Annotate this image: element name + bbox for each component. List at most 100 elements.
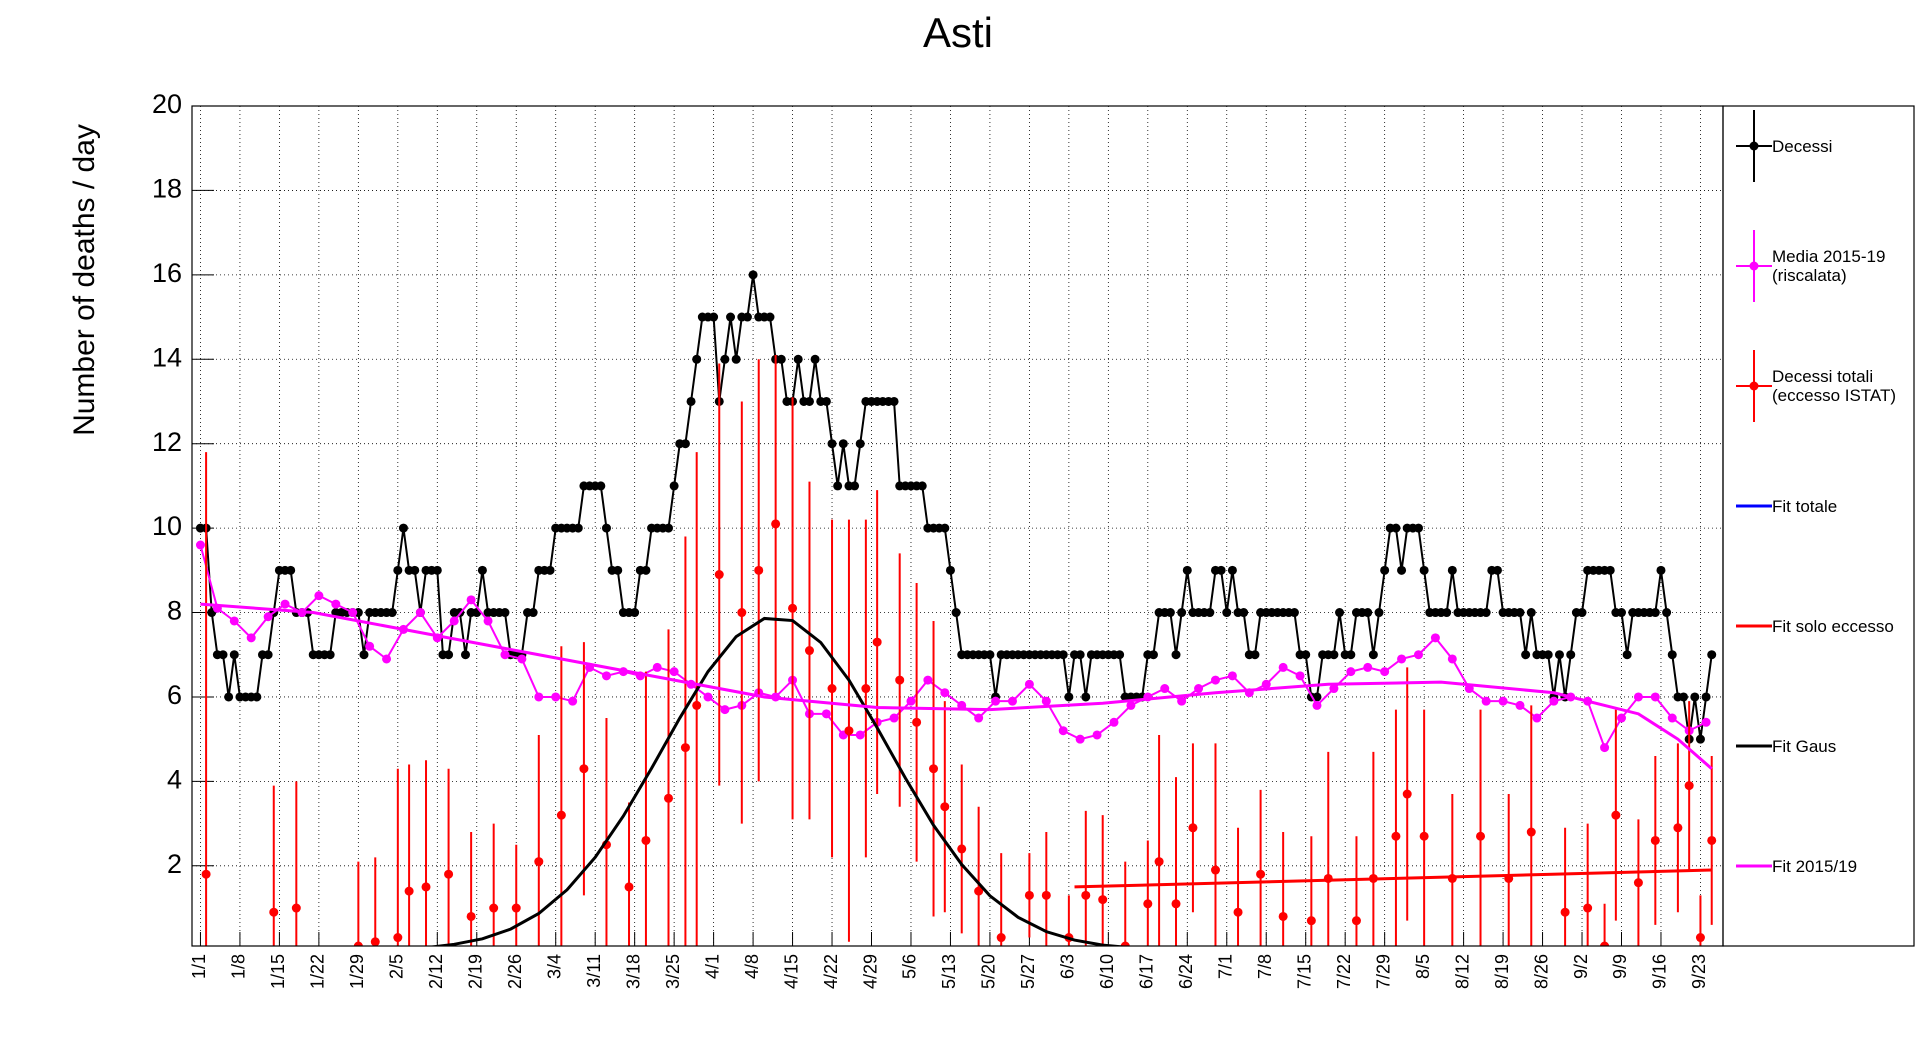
data-point bbox=[1402, 789, 1412, 799]
data-point bbox=[1583, 903, 1593, 913]
x-tick-label: 7/29 bbox=[1373, 954, 1393, 989]
data-point bbox=[1024, 679, 1034, 689]
data-point bbox=[1109, 717, 1119, 727]
data-point bbox=[1476, 831, 1486, 841]
data-point bbox=[1278, 662, 1288, 672]
y-tick-label: 20 bbox=[152, 89, 182, 119]
legend-marker bbox=[1749, 141, 1759, 151]
data-point bbox=[410, 565, 420, 575]
data-point bbox=[827, 684, 837, 694]
data-point bbox=[957, 844, 967, 854]
data-point bbox=[1695, 734, 1705, 744]
x-tick-label: 5/27 bbox=[1018, 954, 1038, 989]
legend-label: Media 2015-19 (riscalata) bbox=[1772, 247, 1886, 285]
data-point bbox=[1075, 650, 1085, 660]
plot-area bbox=[195, 270, 1717, 946]
data-point bbox=[951, 608, 961, 618]
x-tick-label: 9/23 bbox=[1689, 954, 1709, 989]
data-point bbox=[641, 565, 651, 575]
data-point bbox=[1120, 941, 1130, 946]
x-tick-label: 8/19 bbox=[1492, 954, 1512, 989]
data-point bbox=[1160, 684, 1170, 694]
data-point bbox=[398, 523, 408, 533]
data-point bbox=[663, 523, 673, 533]
data-point bbox=[1447, 565, 1457, 575]
data-point bbox=[556, 810, 566, 820]
data-point bbox=[1154, 857, 1164, 867]
data-point bbox=[1126, 700, 1136, 710]
data-point bbox=[1492, 565, 1502, 575]
series-line bbox=[200, 274, 1713, 740]
data-point bbox=[1656, 565, 1666, 575]
data-point bbox=[415, 608, 425, 618]
legend-label: Fit totale bbox=[1772, 496, 1838, 516]
y-tick-label: 10 bbox=[152, 511, 182, 541]
data-point bbox=[269, 907, 279, 917]
data-point bbox=[551, 692, 561, 702]
data-point bbox=[1521, 650, 1531, 660]
data-point bbox=[917, 481, 927, 491]
data-point bbox=[1413, 523, 1423, 533]
data-point bbox=[630, 608, 640, 618]
data-point bbox=[1306, 916, 1316, 926]
data-point bbox=[1650, 835, 1660, 845]
data-point bbox=[291, 903, 301, 913]
y-tick-label: 18 bbox=[152, 174, 182, 204]
legend-marker bbox=[1749, 261, 1759, 271]
data-point bbox=[1075, 734, 1085, 744]
data-point bbox=[1374, 608, 1384, 618]
data-point bbox=[652, 662, 662, 672]
x-tick-label: 1/8 bbox=[229, 954, 249, 979]
data-point bbox=[895, 675, 905, 685]
data-point bbox=[1481, 696, 1491, 706]
x-tick-label: 8/5 bbox=[1413, 954, 1433, 979]
data-point bbox=[404, 886, 414, 896]
y-tick-label: 6 bbox=[167, 680, 182, 710]
data-point bbox=[460, 650, 470, 660]
x-tick-label: 4/8 bbox=[742, 954, 762, 979]
data-point bbox=[1171, 899, 1181, 909]
data-point bbox=[1024, 890, 1034, 900]
legend-marker bbox=[1749, 381, 1759, 391]
data-point bbox=[686, 396, 696, 406]
data-point bbox=[1380, 667, 1390, 677]
data-point bbox=[229, 616, 239, 626]
data-point bbox=[444, 650, 454, 660]
data-point bbox=[985, 650, 995, 660]
data-point bbox=[573, 523, 583, 533]
data-point bbox=[601, 671, 611, 681]
x-tick-label: 8/12 bbox=[1452, 954, 1472, 989]
data-point bbox=[1188, 823, 1198, 833]
data-point bbox=[1363, 608, 1373, 618]
data-point bbox=[534, 857, 544, 867]
data-point bbox=[517, 654, 527, 664]
data-point bbox=[804, 396, 814, 406]
data-point bbox=[1092, 730, 1102, 740]
data-point bbox=[1081, 692, 1091, 702]
data-point bbox=[483, 616, 493, 626]
data-point bbox=[974, 713, 984, 723]
fit-curve bbox=[1074, 868, 1712, 889]
data-point bbox=[1650, 692, 1660, 702]
data-point bbox=[613, 565, 623, 575]
x-tick-label: 5/20 bbox=[979, 954, 999, 989]
data-point bbox=[1684, 781, 1694, 791]
data-point bbox=[545, 565, 555, 575]
data-point bbox=[855, 730, 865, 740]
data-point bbox=[314, 591, 324, 601]
data-point bbox=[1397, 565, 1407, 575]
data-point bbox=[1182, 565, 1192, 575]
fit-curve bbox=[200, 602, 1713, 770]
data-point bbox=[1261, 679, 1271, 689]
data-point bbox=[680, 743, 690, 753]
data-point bbox=[1233, 907, 1243, 917]
data-point bbox=[1600, 743, 1610, 753]
data-point bbox=[280, 599, 290, 609]
data-point bbox=[940, 688, 950, 698]
data-point bbox=[365, 641, 375, 651]
data-point bbox=[1007, 696, 1017, 706]
data-point bbox=[1346, 650, 1356, 660]
data-point bbox=[788, 603, 798, 613]
